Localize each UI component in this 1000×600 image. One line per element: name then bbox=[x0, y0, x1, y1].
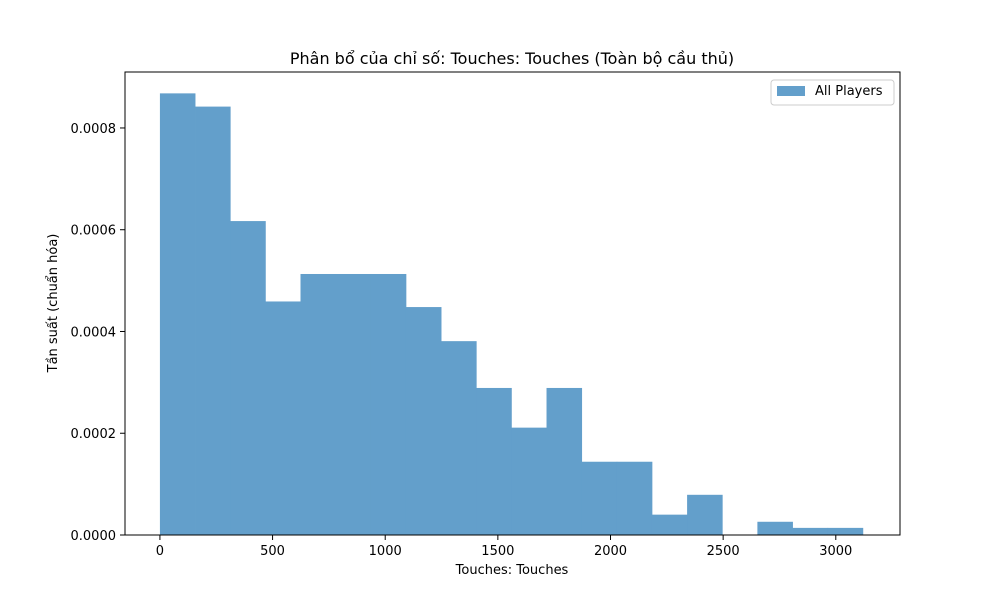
legend-label: All Players bbox=[815, 84, 883, 99]
y-axis-label: Tần suất (chuẩn hóa) bbox=[46, 234, 61, 374]
histogram-bar bbox=[265, 301, 301, 535]
x-tick-label: 500 bbox=[260, 544, 285, 559]
x-tick-label: 0 bbox=[156, 544, 164, 559]
histogram-bar bbox=[792, 527, 829, 535]
x-tick-label: 1000 bbox=[369, 544, 402, 559]
histogram-bar bbox=[757, 521, 793, 535]
histogram-bar bbox=[476, 387, 512, 535]
x-axis-ticks: 0 500 1000 1500 2000 2500 3000 bbox=[156, 535, 852, 559]
x-tick-label: 3000 bbox=[819, 544, 852, 559]
histogram-bar bbox=[581, 461, 618, 535]
histogram-bar bbox=[827, 527, 864, 535]
y-tick-label: 0.0002 bbox=[71, 427, 117, 442]
histogram-bar bbox=[405, 307, 442, 535]
plot-frame bbox=[124, 71, 901, 536]
bars-group bbox=[159, 93, 864, 536]
y-axis-ticks: 0.0000 0.0002 0.0004 0.0006 0.0008 bbox=[71, 122, 125, 544]
histogram-bar bbox=[511, 427, 547, 535]
histogram-bar bbox=[546, 387, 583, 535]
histogram-bar bbox=[230, 221, 266, 536]
y-tick-label: 0.0004 bbox=[71, 325, 117, 340]
chart-title: Phân bổ của chỉ số: Touches: Touches (To… bbox=[290, 49, 734, 68]
histogram-bar bbox=[370, 273, 407, 535]
x-tick-label: 2500 bbox=[707, 544, 740, 559]
histogram-bar bbox=[300, 273, 337, 535]
x-tick-label: 2000 bbox=[594, 544, 627, 559]
y-tick-label: 0.0008 bbox=[71, 122, 117, 137]
histogram-bar bbox=[335, 273, 372, 535]
legend-swatch bbox=[777, 86, 805, 96]
histogram-bar bbox=[616, 461, 653, 535]
legend: All Players bbox=[770, 79, 895, 106]
x-tick-label: 1500 bbox=[481, 544, 514, 559]
y-tick-label: 0.0006 bbox=[71, 224, 117, 239]
x-axis-label: Touches: Touches bbox=[455, 563, 569, 578]
y-tick-label: 0.0000 bbox=[71, 529, 117, 544]
histogram-bar bbox=[441, 341, 477, 535]
histogram-bar bbox=[195, 106, 231, 535]
histogram-bar bbox=[651, 514, 688, 535]
histogram-bar bbox=[687, 494, 723, 535]
histogram-bar bbox=[159, 93, 196, 535]
